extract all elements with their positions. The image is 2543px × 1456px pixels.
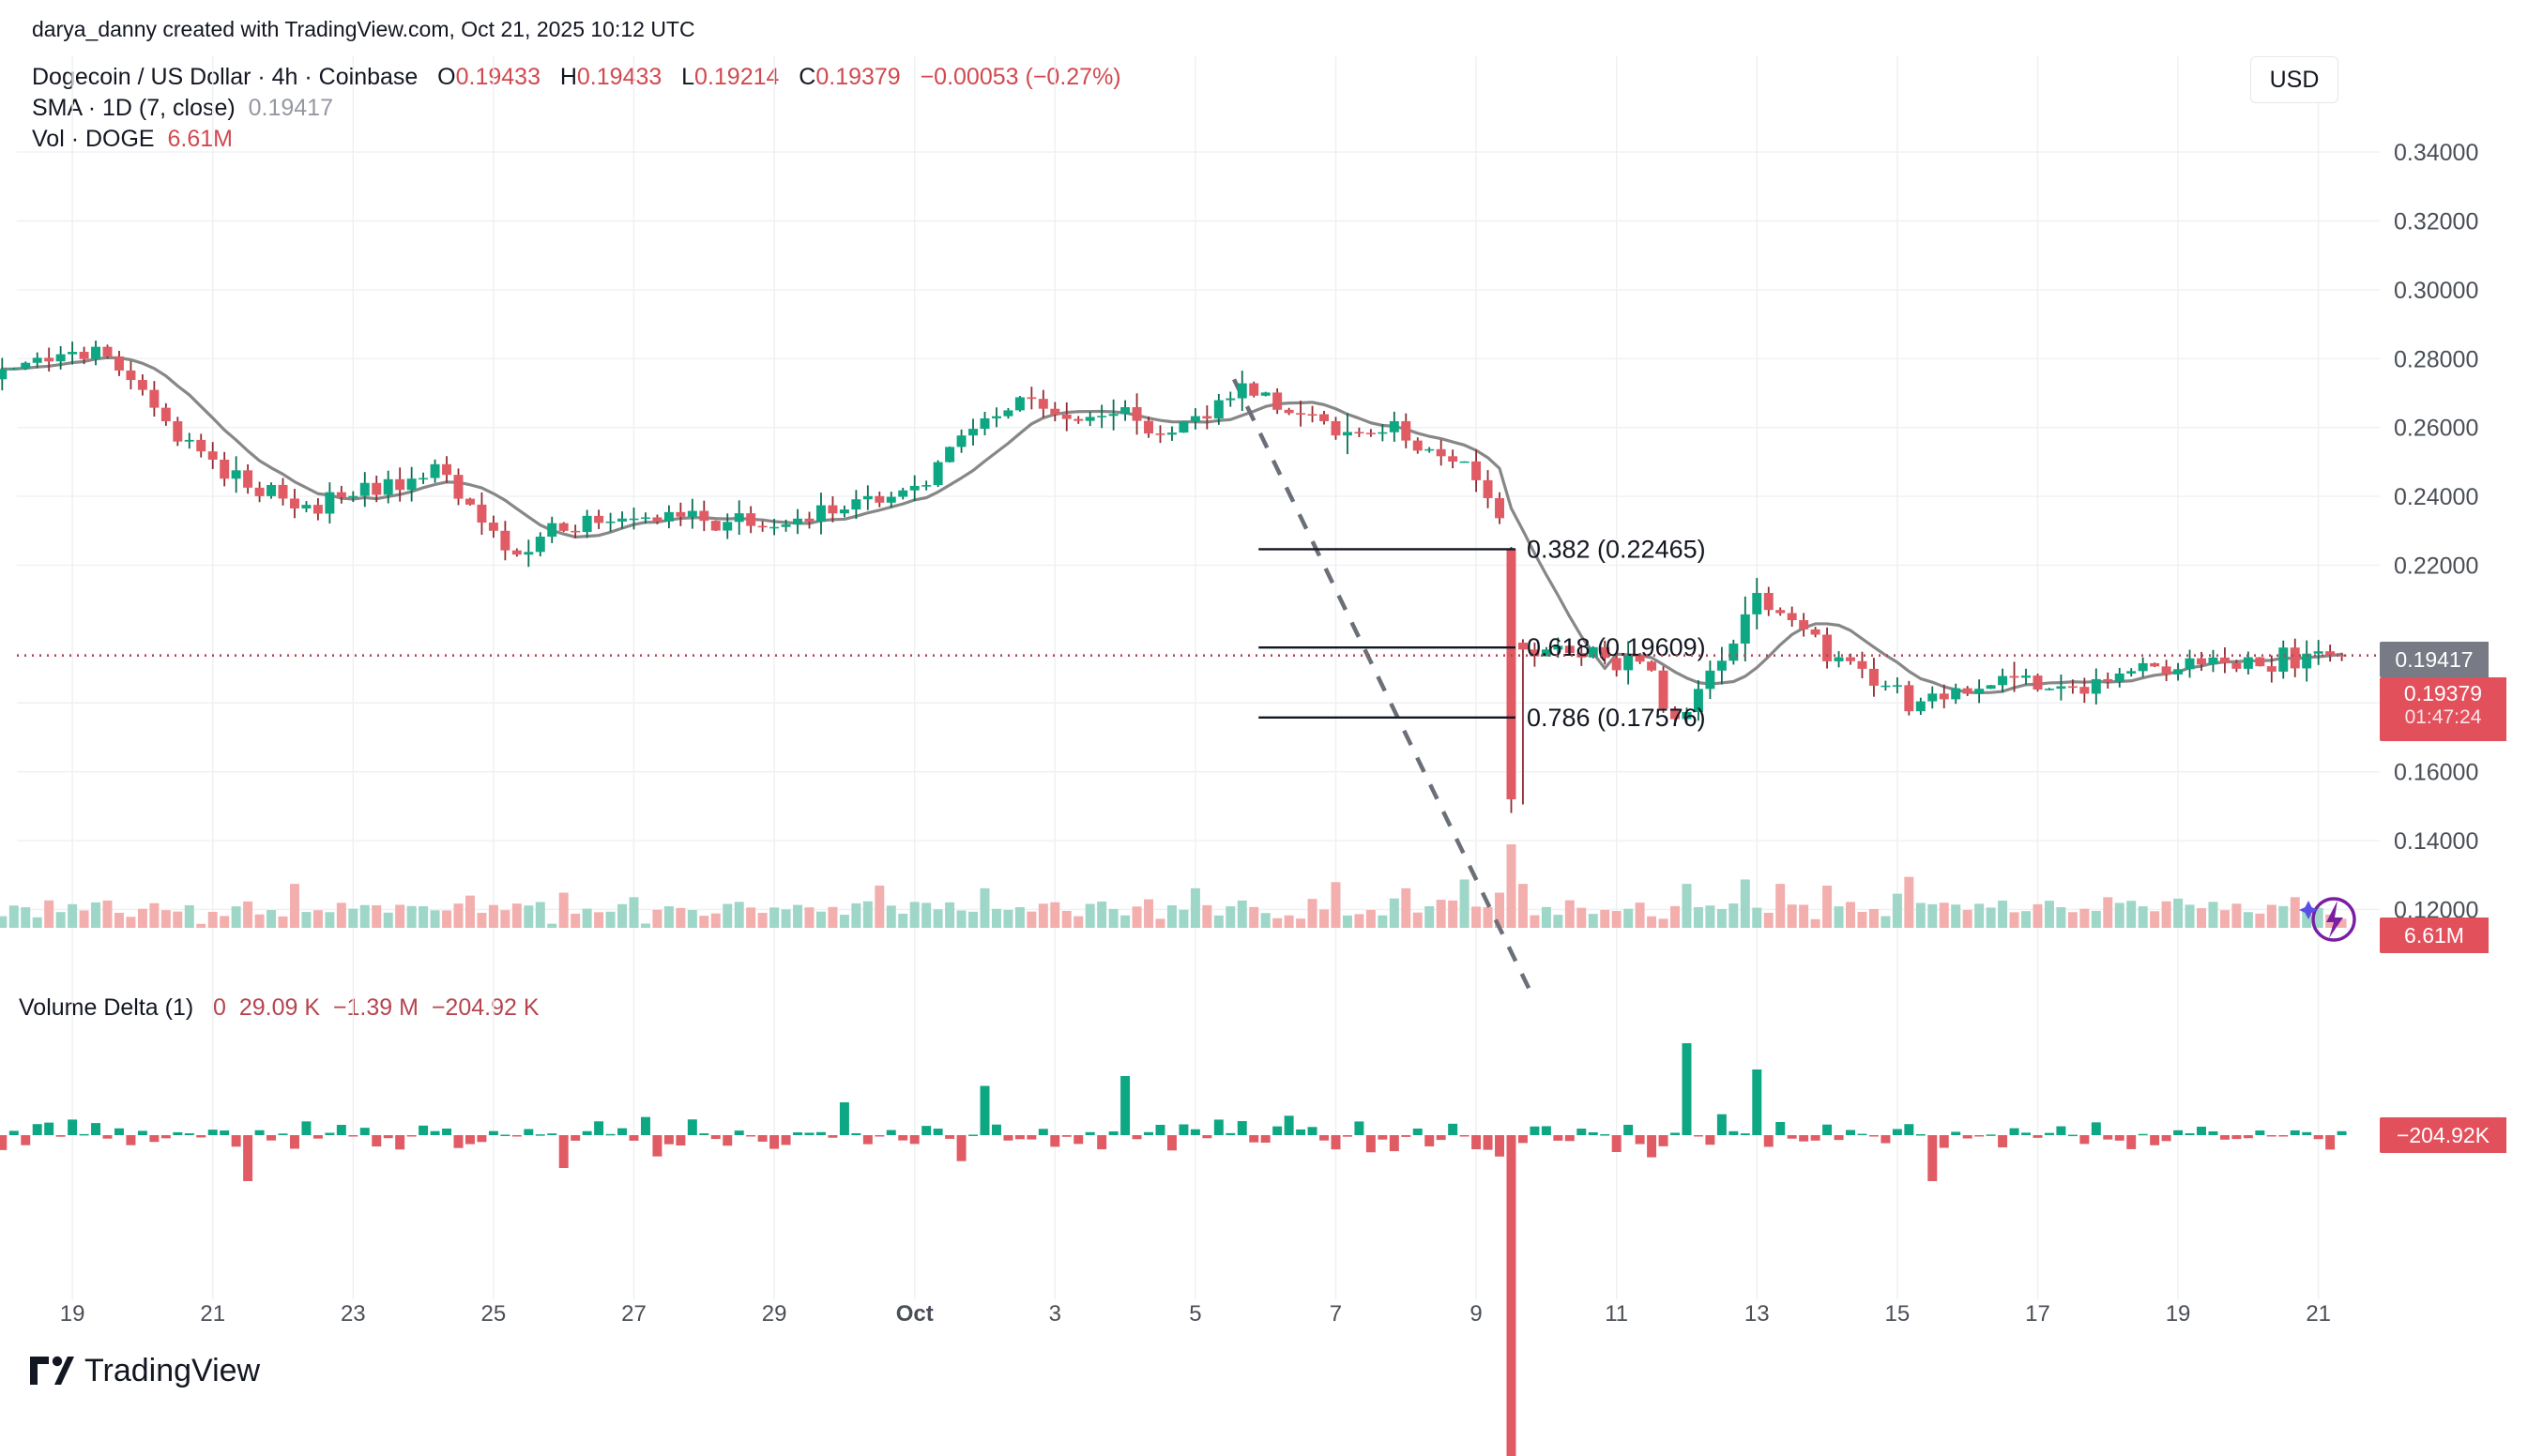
svg-text:15: 15	[1885, 1301, 1911, 1327]
svg-text:5: 5	[1189, 1301, 1201, 1327]
svg-text:9: 9	[1469, 1301, 1482, 1327]
svg-text:21: 21	[200, 1301, 225, 1327]
svg-text:0.16000: 0.16000	[2394, 760, 2478, 786]
svg-text:0.22000: 0.22000	[2394, 553, 2478, 579]
svg-text:25: 25	[481, 1301, 507, 1327]
svg-text:0.382 (0.22465): 0.382 (0.22465)	[1527, 535, 1706, 563]
svg-text:13: 13	[1744, 1301, 1770, 1327]
svg-text:19: 19	[60, 1301, 85, 1327]
svg-text:0.24000: 0.24000	[2394, 484, 2478, 510]
svg-text:3: 3	[1049, 1301, 1061, 1327]
svg-text:17: 17	[2025, 1301, 2050, 1327]
svg-text:19: 19	[2166, 1301, 2191, 1327]
svg-text:11: 11	[1605, 1301, 1628, 1327]
svg-text:Oct: Oct	[896, 1301, 934, 1327]
svg-text:0.786 (0.17576): 0.786 (0.17576)	[1527, 704, 1706, 732]
svg-text:0.32000: 0.32000	[2394, 209, 2478, 235]
svg-text:29: 29	[762, 1301, 787, 1327]
svg-text:27: 27	[621, 1301, 647, 1327]
svg-text:0.30000: 0.30000	[2394, 278, 2478, 304]
svg-text:0.618 (0.19609): 0.618 (0.19609)	[1527, 633, 1706, 661]
svg-text:23: 23	[341, 1301, 366, 1327]
svg-text:0.28000: 0.28000	[2394, 346, 2478, 372]
svg-text:0.26000: 0.26000	[2394, 416, 2478, 442]
svg-text:0.14000: 0.14000	[2394, 828, 2478, 855]
svg-text:21: 21	[2306, 1301, 2331, 1327]
svg-text:7: 7	[1330, 1301, 1342, 1327]
svg-text:0.34000: 0.34000	[2394, 140, 2478, 166]
